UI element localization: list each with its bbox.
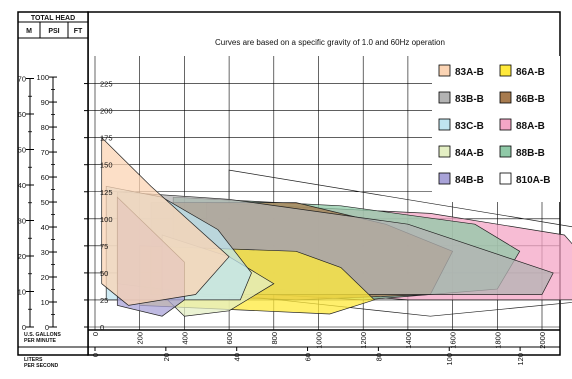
- header-psi: PSI: [48, 28, 59, 35]
- psi-tick-label: 30: [41, 248, 49, 257]
- chart-title: Curves are based on a specific gravity o…: [215, 38, 445, 47]
- gpm-tick-label: 400: [180, 332, 189, 345]
- psi-tick-label: 90: [41, 98, 49, 107]
- lps-tick-label: 120: [516, 353, 525, 366]
- gpm-tick-label: 2000: [538, 332, 547, 349]
- header-m: M: [26, 28, 32, 35]
- lps-tick-label: 0: [91, 353, 100, 357]
- gpm-tick-label: 1200: [359, 332, 368, 349]
- gpm-tick-label: 1400: [404, 332, 413, 349]
- curve-area-83A-B: [101, 136, 230, 306]
- header-ft: FT: [74, 28, 83, 35]
- legend-swatch-86A-B: [499, 64, 512, 77]
- legend-swatch-83A-B: [438, 64, 451, 77]
- legend-swatch-86B-B: [499, 91, 512, 104]
- legend-swatch-88B-B: [499, 145, 512, 158]
- ft-tick-label: 125: [100, 188, 113, 197]
- gpm-tick-label: 1800: [493, 332, 502, 349]
- gpm-tick-label: 0: [91, 332, 100, 336]
- legend-swatch-84A-B: [438, 145, 451, 158]
- psi-tick-label: 80: [41, 123, 49, 132]
- psi-tick-label: 50: [41, 198, 49, 207]
- legend-label-83A-B: 83A-B: [455, 67, 484, 78]
- gpm-tick-label: 600: [225, 332, 234, 345]
- legend-swatch-88A-B: [499, 118, 512, 131]
- ft-tick-label: 75: [100, 242, 108, 251]
- legend-swatch-83C-B: [438, 118, 451, 131]
- ft-tick-label: 225: [100, 80, 113, 89]
- psi-tick-label: 100: [36, 73, 49, 82]
- legend-label-84B-B: 84B-B: [455, 175, 484, 186]
- legend-swatch-810A-B: [499, 172, 512, 185]
- ft-tick-label: 175: [100, 134, 113, 143]
- psi-tick-label: 60: [41, 173, 49, 182]
- legend-label-88A-B: 88A-B: [516, 121, 545, 132]
- gpm-tick-label: 1600: [449, 332, 458, 349]
- legend-label-83C-B: 83C-B: [455, 121, 484, 132]
- gpm-tick-label: 800: [270, 332, 279, 345]
- m-tick-label: 70: [18, 74, 26, 83]
- lps-tick-label: 100: [445, 353, 454, 366]
- m-tick-label: 60: [18, 110, 26, 119]
- psi-tick-label: 10: [41, 298, 49, 307]
- gpm-tick-label: 200: [136, 332, 145, 345]
- psi-tick-label: 70: [41, 148, 49, 157]
- m-tick-label: 0: [22, 323, 26, 332]
- m-tick-label: 50: [18, 145, 26, 154]
- ft-tick-label: 25: [100, 296, 108, 305]
- legend-swatch-83B-B: [438, 91, 451, 104]
- legend-label-86A-B: 86A-B: [516, 67, 545, 78]
- gpm-tick-label: 1000: [315, 332, 324, 349]
- ft-tick-label: 100: [100, 215, 113, 224]
- legend-label-810A-B: 810A-B: [516, 175, 550, 186]
- psi-tick-label: 20: [41, 273, 49, 282]
- lps-tick-label: 40: [233, 353, 242, 361]
- lps-tick-label: 60: [304, 353, 313, 361]
- lps-tick-label: 20: [162, 353, 171, 361]
- lps-axis-label: PER SECOND: [24, 363, 59, 369]
- m-tick-label: 10: [18, 287, 26, 296]
- legend-background: [432, 56, 560, 202]
- m-tick-label: 40: [18, 181, 26, 190]
- legend-label-84A-B: 84A-B: [455, 148, 484, 159]
- gpm-axis-label: U.S. GALLONS: [24, 332, 61, 338]
- legend-label-86B-B: 86B-B: [516, 94, 545, 105]
- gpm-axis-label: PER MINUTE: [24, 338, 57, 344]
- ft-tick-label: 0: [100, 323, 104, 332]
- ft-tick-label: 200: [100, 107, 113, 116]
- ft-tick-label: 150: [100, 161, 113, 170]
- m-tick-label: 20: [18, 252, 26, 261]
- legend-label-88B-B: 88B-B: [516, 148, 545, 159]
- lps-axis-label: LITERS: [24, 357, 43, 363]
- legend-label-83B-B: 83B-B: [455, 94, 484, 105]
- psi-tick-label: 40: [41, 223, 49, 232]
- ft-tick-label: 50: [100, 269, 108, 278]
- psi-tick-label: 0: [45, 323, 49, 332]
- m-tick-label: 30: [18, 216, 26, 225]
- header-total-head: TOTAL HEAD: [31, 15, 75, 22]
- legend-swatch-84B-B: [438, 172, 451, 185]
- lps-tick-label: 80: [374, 353, 383, 361]
